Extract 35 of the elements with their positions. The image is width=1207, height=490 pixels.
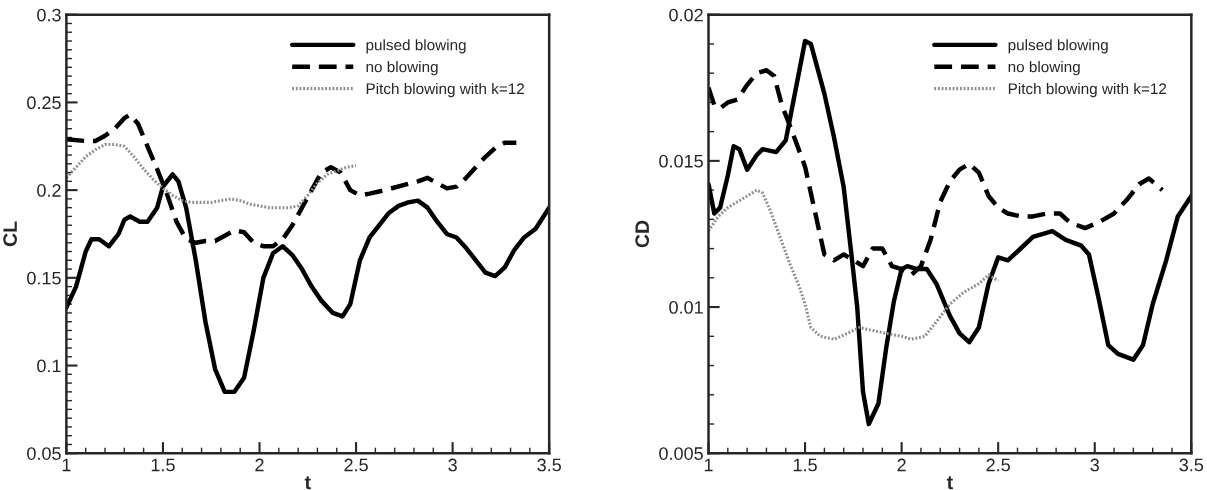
y-axis-title: CL: [3, 221, 17, 247]
x-tick-label: 2.5: [986, 458, 1010, 472]
legend-label: pulsed blowing: [1008, 39, 1108, 54]
x-tick-label: 1: [62, 458, 71, 472]
y-axis-title: CD: [635, 220, 650, 248]
y-tick-label: 0.3: [37, 8, 61, 22]
legend-label: pulsed blowing: [366, 39, 466, 54]
y-tick-label: 0.15: [27, 271, 61, 285]
x-axis-title: t: [304, 476, 311, 490]
x-tick-label: 1.5: [151, 458, 175, 472]
line-series: [708, 38, 1192, 427]
legend-label: Pitch blowing with k=12: [1008, 82, 1167, 98]
y-tick-label: 0.05: [27, 447, 61, 460]
y-tick-label: 0.25: [27, 96, 61, 110]
x-tick-label: 1: [704, 458, 713, 472]
x-tick-label: 1.5: [793, 458, 817, 472]
y-tick-label: 0.005: [659, 447, 703, 460]
x-tick-label: 3.5: [1179, 458, 1204, 472]
x-tick-label: 3.5: [537, 458, 561, 472]
x-tick-label: 3: [448, 458, 457, 472]
y-tick-label: 0.02: [669, 8, 703, 22]
legend-label: no blowing: [366, 61, 438, 76]
legend-label: Pitch blowing with k=12: [366, 82, 524, 98]
x-axis-title: t: [946, 476, 953, 490]
y-tick-label: 0.2: [37, 184, 61, 197]
x-tick-label: 2.5: [344, 458, 368, 472]
x-tick-label: 2: [255, 458, 264, 472]
x-tick-label: 3: [1090, 458, 1099, 472]
y-tick-label: 0.01: [669, 301, 703, 314]
line-series: [708, 188, 1000, 341]
y-tick-label: 0.015: [659, 154, 703, 168]
x-tick-label: 2: [897, 458, 906, 472]
legend-label: no blowing: [1008, 61, 1080, 76]
y-tick-label: 0.1: [37, 359, 61, 373]
line-series: [66, 142, 358, 210]
